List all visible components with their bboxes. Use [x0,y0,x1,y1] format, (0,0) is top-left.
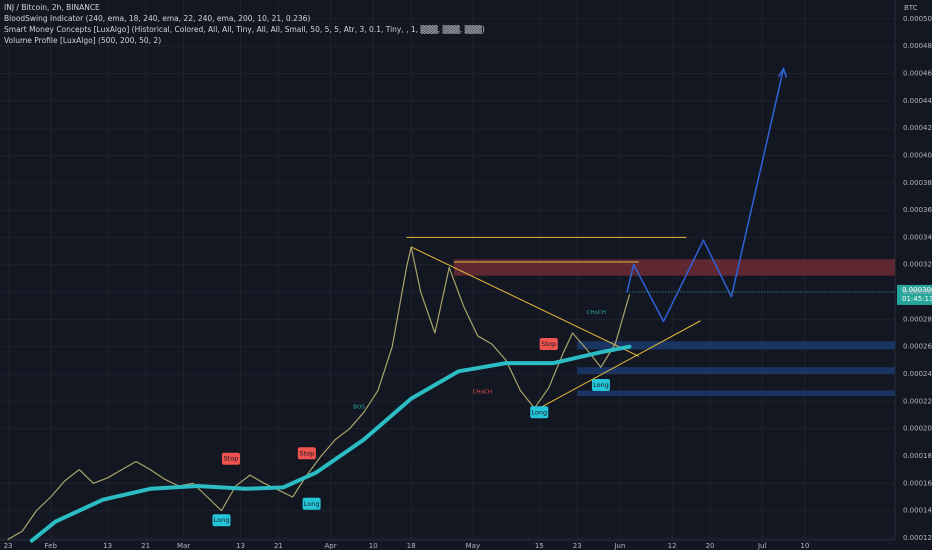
y-tick-label: 0.0004800 [903,42,932,50]
signal-label: Stop [299,449,314,457]
x-tick-label: Feb [45,542,58,550]
signal-badge [212,514,231,527]
x-tick-label: Apr [325,542,337,550]
x-tick-label: 10 [369,542,378,550]
y-tick-label: 0.0004400 [903,97,932,105]
y-tick-label: 0.0001400 [903,507,932,515]
y-tick-label: 0.0002800 [903,315,932,323]
zone [577,341,895,350]
signal-label: Long [593,381,609,389]
signal-badge [297,447,316,460]
marks [7,66,932,543]
y-tick-label: 0.0003400 [903,233,932,241]
x-tick-label: 12 [668,542,677,550]
zone [577,390,895,396]
header-line: BloodSwing Indicator (240, ema, 18, 240,… [4,14,310,23]
series-line [29,344,632,543]
series-line [626,67,785,323]
zone [577,367,895,375]
x-tick-label: 21 [141,542,150,550]
structure-label: CHoCH [587,310,606,316]
structure-label: BOS [353,404,365,410]
trend-line [539,320,701,409]
y-tick-label: 0.0001200 [903,534,932,542]
header-line: Smart Money Concepts [LuxAlgo] (Historic… [4,25,485,34]
x-tick-label: May [466,542,480,550]
y-tick-label: 0.0004000 [903,151,932,159]
signal-label: Long [531,408,547,416]
x-tick-label: 18 [407,542,416,550]
signal-badge [539,337,558,350]
grid [0,0,895,540]
trend-line [410,246,640,357]
x-tick-label: 15 [535,542,544,550]
y-tick-label: 0.0002000 [903,425,932,433]
y-tick-label: 0.0001600 [903,479,932,487]
x-tick-label: Mar [177,542,190,550]
signal-label: Stop [224,455,239,463]
y-tick-label: 0.0002600 [903,343,932,351]
x-tick-label: Jun [613,542,625,550]
currency-label: BTC [904,4,918,12]
zone [453,259,895,276]
y-tick-label: 0.0003200 [903,261,932,269]
signal-badge [302,497,321,510]
series-line [7,246,630,540]
x-tick-label: 23 [4,542,13,550]
countdown-label: 01:45:13 [902,295,932,303]
x-tick-label: 13 [103,542,112,550]
y-tick-label: 0.0002200 [903,397,932,405]
x-tick-label: Jul [757,542,767,550]
y-tick-label: 0.0002400 [903,370,932,378]
arrow-head [777,66,788,78]
y-tick-label: 0.0003600 [903,206,932,214]
x-tick-label: 23 [573,542,582,550]
y-tick-label: 0.0003800 [903,179,932,187]
x-tick-label: 20 [706,542,715,550]
y-tick-label: 0.0003000 [903,288,932,296]
signal-badge [221,452,240,465]
y-tick-label: 0.0005000 [903,15,932,23]
y-tick-label: 0.0004600 [903,69,932,77]
structure-label: CHoCH [473,389,492,395]
y-tick-label: 0.0004200 [903,124,932,132]
labels: 0.0001200 0.0001400 0.0001600 0.0001800 0.00… [4,15,932,550]
signal-label: Stop [541,340,556,348]
x-tick-label: 10 [800,542,809,550]
signal-badge [591,378,610,391]
header-line: INJ / Bitcoin, 2h, BINANCE [4,3,100,12]
y-tick-label: 0.0001800 [903,452,932,460]
x-tick-label: 21 [274,542,283,550]
last-price-badge [897,284,932,305]
x-tick-label: 13 [236,542,245,550]
header-line: Volume Profile [LuxAlgo] (500, 200, 50, … [4,36,161,45]
signal-label: Long [214,516,230,524]
signal-label: Long [304,500,320,508]
signal-badge [530,406,549,419]
